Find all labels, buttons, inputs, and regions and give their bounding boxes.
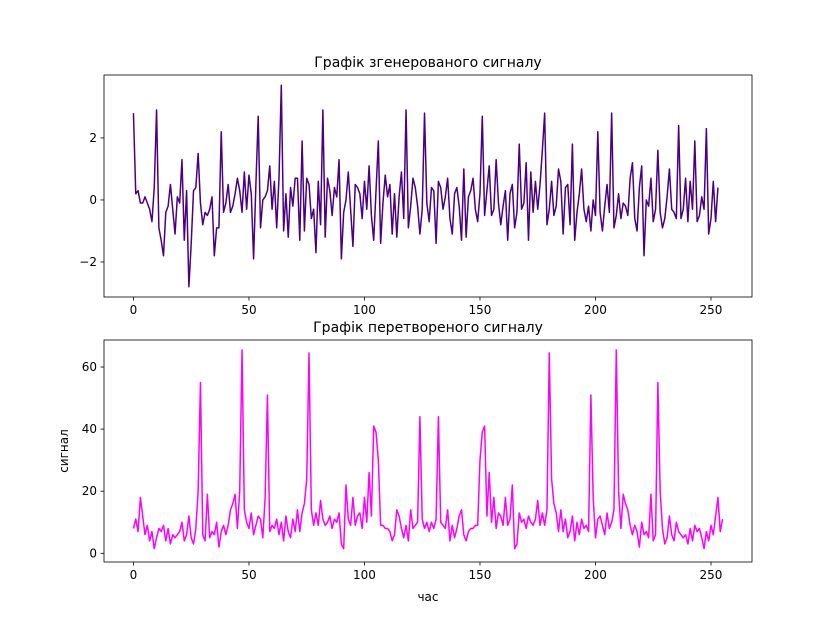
x-tick-label: 200: [584, 303, 607, 317]
axes-frame: [103, 339, 753, 563]
x-tick-label: 100: [353, 303, 376, 317]
y-tick-label: 2: [89, 131, 97, 145]
x-axis-label: час: [417, 590, 438, 604]
y-tick-label: 40: [82, 422, 97, 436]
chart-title: Графік перетвореного сигналу: [313, 320, 543, 336]
axes-background: [104, 75, 752, 297]
chart-title: Графік згенерованого сигналу: [314, 55, 541, 71]
x-tick-label: 100: [353, 568, 376, 582]
y-tick-label: 20: [82, 484, 97, 498]
x-tick-label: 0: [130, 568, 138, 582]
x-tick-label: 50: [241, 568, 256, 582]
x-tick-label: 250: [700, 303, 723, 317]
x-tick-label: 200: [584, 568, 607, 582]
x-tick-label: 0: [130, 303, 138, 317]
signal-line: [132, 84, 719, 288]
y-tick-label: 0: [89, 546, 97, 560]
x-tick-label: 150: [469, 303, 492, 317]
signal-line: [132, 349, 724, 550]
x-tick-label: 150: [469, 568, 492, 582]
x-tick-label: 250: [700, 568, 723, 582]
y-axis-label: сигнал: [57, 429, 71, 473]
y-tick-label: 0: [89, 193, 97, 207]
axes-frame: [103, 74, 753, 298]
y-tick-label: 60: [82, 360, 97, 374]
y-tick-label: −2: [79, 255, 97, 269]
x-tick-label: 50: [241, 303, 256, 317]
